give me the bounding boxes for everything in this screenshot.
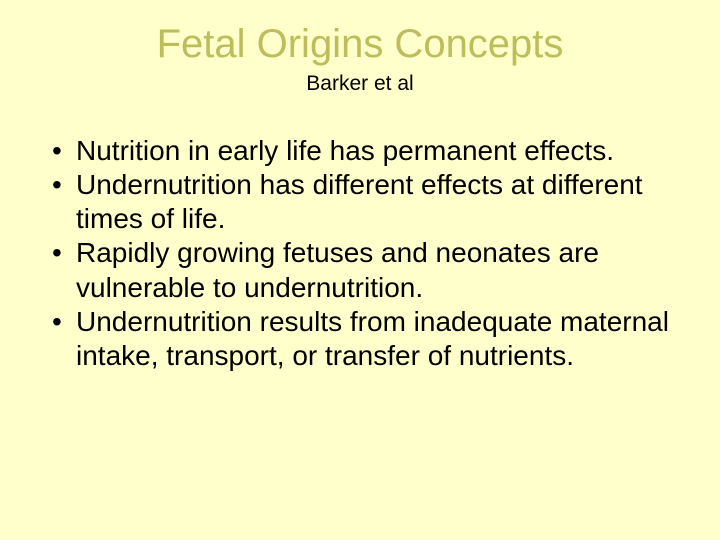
list-item: Undernutrition results from inadequate m…	[46, 305, 680, 373]
slide: Fetal Origins Concepts Barker et al Nutr…	[0, 0, 720, 540]
list-item: Undernutrition has different effects at …	[46, 168, 680, 236]
bullet-list: Nutrition in early life has permanent ef…	[40, 134, 680, 373]
slide-title: Fetal Origins Concepts	[40, 20, 680, 68]
list-item: Nutrition in early life has permanent ef…	[46, 134, 680, 168]
slide-subtitle: Barker et al	[40, 72, 680, 96]
list-item: Rapidly growing fetuses and neonates are…	[46, 236, 680, 304]
